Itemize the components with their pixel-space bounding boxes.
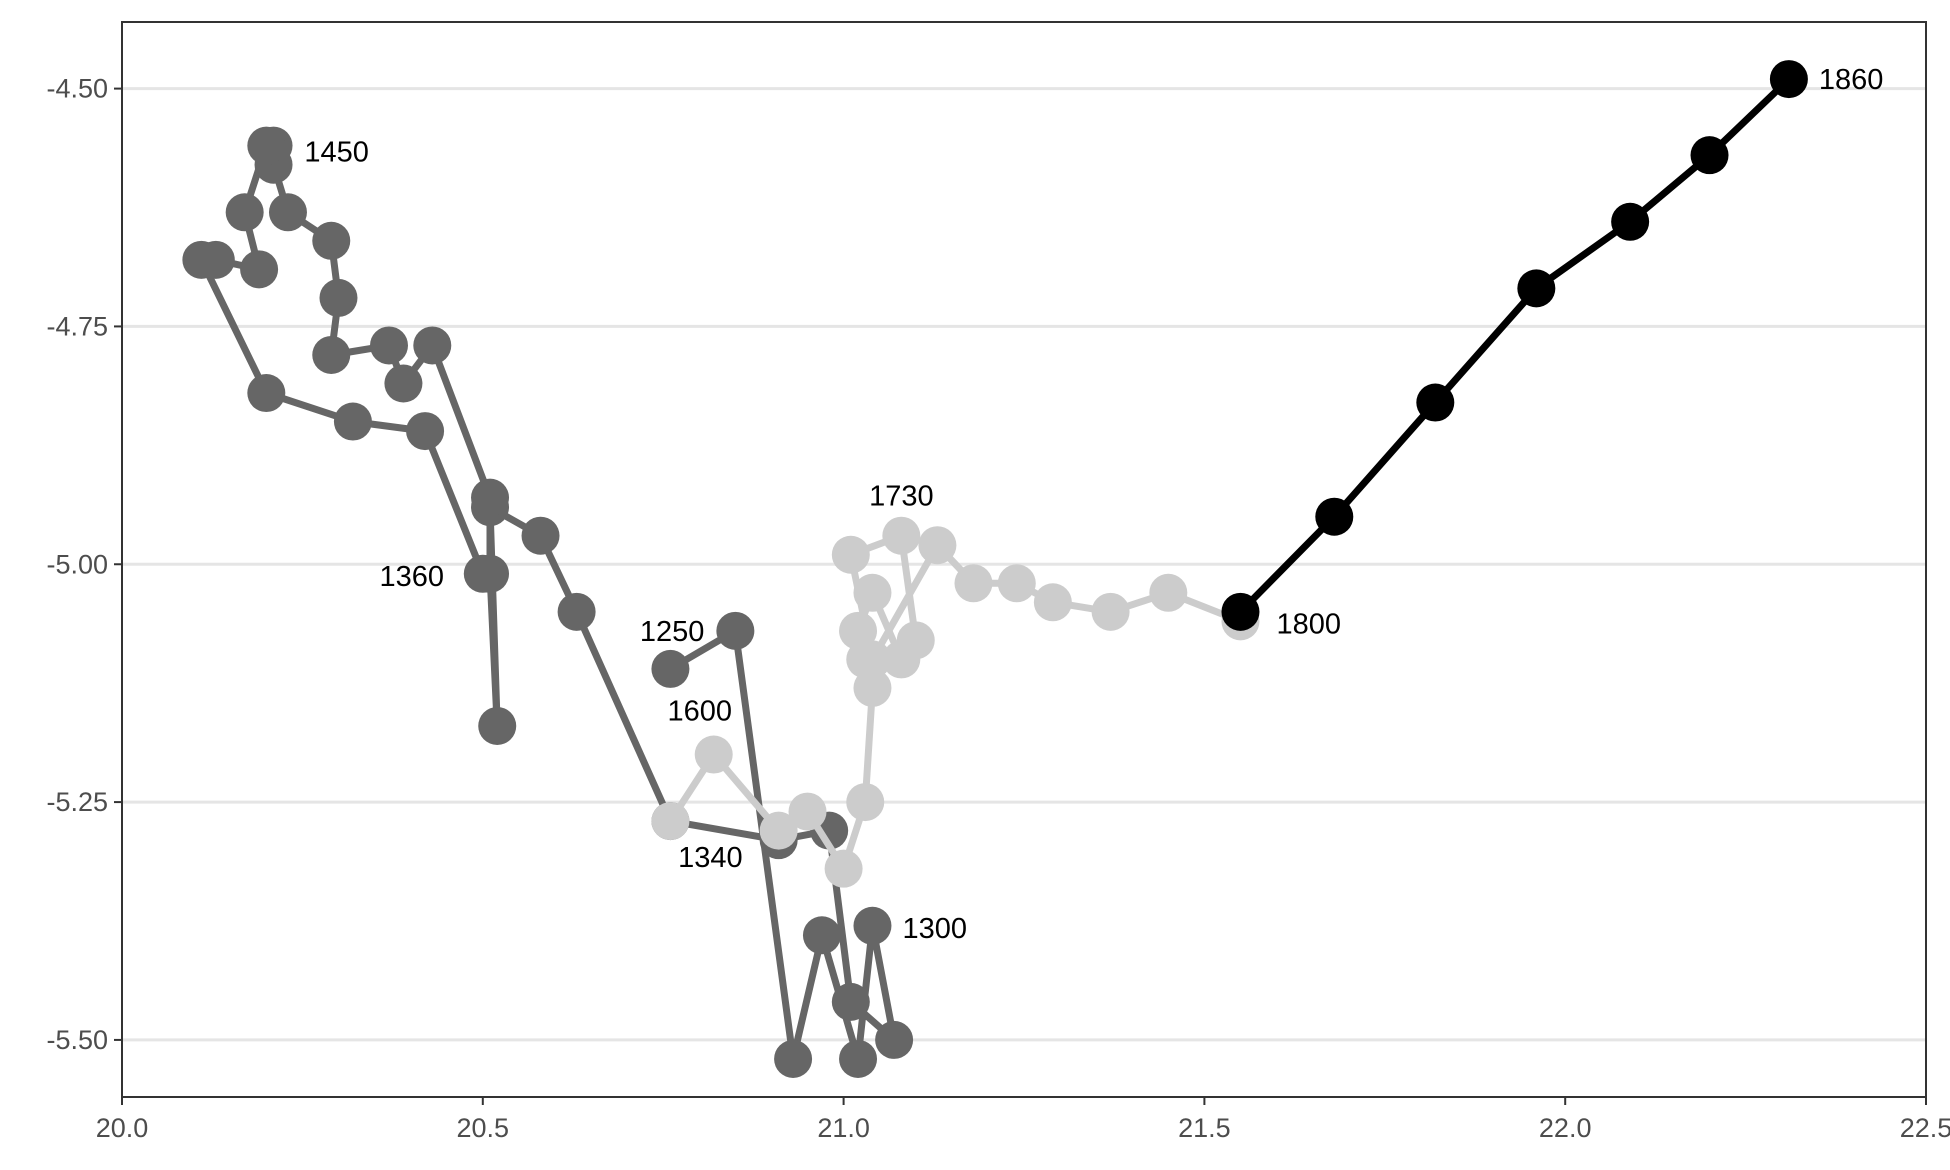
point-label: 1860 bbox=[1819, 64, 1884, 96]
data-point bbox=[182, 240, 221, 279]
data-point bbox=[247, 374, 286, 413]
data-point bbox=[1033, 583, 1072, 622]
y-tick-label: -4.50 bbox=[46, 74, 108, 104]
point-label: 1450 bbox=[304, 137, 369, 169]
point-label: 1800 bbox=[1276, 608, 1341, 640]
point-label: 1360 bbox=[380, 561, 445, 593]
data-point bbox=[839, 611, 878, 650]
data-point bbox=[774, 1039, 813, 1078]
data-point bbox=[1517, 269, 1556, 308]
data-point bbox=[268, 193, 307, 232]
data-point bbox=[694, 735, 733, 774]
data-point bbox=[1416, 383, 1455, 422]
data-point bbox=[1690, 136, 1729, 175]
data-point bbox=[716, 611, 755, 650]
x-tick-label: 21.5 bbox=[1178, 1113, 1231, 1143]
series-1 bbox=[651, 516, 1260, 888]
data-point bbox=[651, 802, 690, 841]
data-point bbox=[824, 849, 863, 888]
x-tick-label: 22.0 bbox=[1539, 1113, 1592, 1143]
y-tick-label: -5.00 bbox=[46, 549, 108, 579]
data-point bbox=[831, 535, 870, 574]
data-point bbox=[896, 621, 935, 660]
data-point bbox=[997, 564, 1036, 603]
data-point bbox=[846, 783, 885, 822]
data-point bbox=[831, 982, 870, 1021]
point-label: 1340 bbox=[678, 842, 743, 874]
data-point bbox=[1611, 202, 1650, 241]
data-point bbox=[471, 478, 510, 517]
data-point bbox=[478, 706, 517, 745]
y-tick-label: -5.50 bbox=[46, 1025, 108, 1055]
data-point bbox=[853, 640, 892, 679]
data-point bbox=[369, 326, 408, 365]
data-point bbox=[247, 126, 286, 165]
data-point bbox=[312, 221, 351, 260]
point-label: 1730 bbox=[869, 481, 934, 513]
data-point bbox=[1221, 592, 1260, 631]
data-point bbox=[319, 278, 358, 317]
series-0 bbox=[182, 126, 914, 1078]
data-point bbox=[413, 326, 452, 365]
x-tick-label: 22.5 bbox=[1900, 1113, 1950, 1143]
data-point bbox=[312, 335, 351, 374]
data-point bbox=[853, 668, 892, 707]
series-line bbox=[197, 142, 898, 1063]
data-point bbox=[333, 402, 372, 441]
x-tick-label: 20.0 bbox=[96, 1113, 149, 1143]
x-tick-label: 20.5 bbox=[457, 1113, 510, 1143]
data-point bbox=[384, 364, 423, 403]
data-point bbox=[918, 526, 957, 565]
x-tick-label: 21.0 bbox=[817, 1113, 870, 1143]
data-point bbox=[853, 906, 892, 945]
y-tick-label: -5.25 bbox=[46, 787, 108, 817]
data-point bbox=[759, 811, 798, 850]
data-point bbox=[853, 573, 892, 612]
plot-panel-border bbox=[121, 21, 1927, 1098]
data-point bbox=[406, 412, 445, 451]
data-point bbox=[1769, 60, 1808, 99]
data-point bbox=[882, 516, 921, 555]
data-point bbox=[954, 564, 993, 603]
data-point bbox=[1149, 573, 1188, 612]
point-label: 1300 bbox=[902, 913, 967, 945]
point-label: 1600 bbox=[667, 696, 732, 728]
grid-layer bbox=[122, 87, 1926, 1042]
data-point bbox=[463, 554, 502, 593]
point-label-layer: 1860 1450 1730 1360 1800 1250 1600 1340 1300 bbox=[304, 64, 1883, 945]
data-point bbox=[802, 916, 841, 955]
data-point bbox=[875, 1020, 914, 1059]
data-point bbox=[225, 193, 264, 232]
data-point bbox=[240, 250, 279, 289]
data-point bbox=[557, 592, 596, 631]
data-point bbox=[839, 1039, 878, 1078]
series-2 bbox=[1221, 60, 1808, 631]
series-layer bbox=[182, 60, 1808, 1078]
data-point bbox=[1315, 497, 1354, 536]
data-point bbox=[521, 516, 560, 555]
y-tick-label: -4.75 bbox=[46, 311, 108, 341]
data-point bbox=[788, 792, 827, 831]
axis-layer: -4.50 -4.75 -5.00 -5.25 -5.50 20.0 20.5 21.0 21.… bbox=[46, 74, 1950, 1143]
point-label: 1250 bbox=[640, 616, 705, 648]
data-point bbox=[651, 649, 690, 688]
data-point bbox=[1091, 592, 1130, 631]
